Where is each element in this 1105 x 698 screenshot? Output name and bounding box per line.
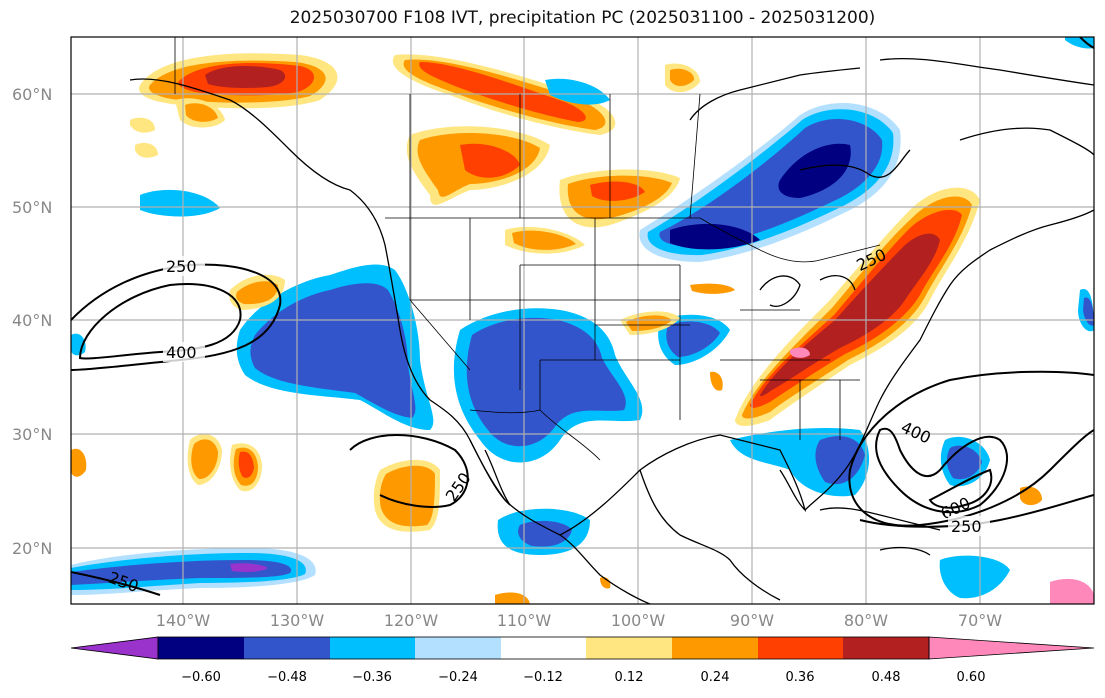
- precip-shading: [71, 37, 1094, 604]
- colorbar-tick-label: −0.24: [438, 670, 478, 685]
- lon-label: 100°W: [611, 611, 666, 630]
- lon-label: 120°W: [384, 611, 439, 630]
- colorbar-tick-label: −0.12: [523, 670, 563, 685]
- lat-label: 40°N: [12, 311, 52, 330]
- colorbar-ticks: −0.60 −0.48 −0.36 −0.24 −0.12 0.12 0.24 …: [181, 670, 985, 685]
- colorbar-tick-label: 0.36: [786, 670, 815, 685]
- colorbar-tick-label: 0.24: [701, 670, 730, 685]
- colorbar-extend-high: [928, 636, 1095, 660]
- colorbar-tick-label: 0.60: [957, 670, 986, 685]
- colorbar: [70, 636, 1095, 660]
- colorbar-tick-label: 0.48: [872, 670, 901, 685]
- contour-label: 400: [166, 343, 197, 362]
- colorbar-segment: [415, 637, 501, 659]
- longitude-labels: 140°W 130°W 120°W 110°W 100°W 90°W 80°W …: [156, 611, 1002, 630]
- colorbar-tick-label: −0.36: [352, 670, 392, 685]
- colorbar-tick-label: −0.60: [181, 670, 221, 685]
- lat-label: 30°N: [12, 425, 52, 444]
- colorbar-tick-label: −0.48: [267, 670, 307, 685]
- ivt-contours: [71, 37, 1094, 596]
- graticule: [71, 37, 1094, 604]
- map-title: 2025030700 F108 IVT, precipitation PC (2…: [289, 8, 876, 28]
- contour-label: 250: [951, 517, 982, 536]
- map-frame: [70, 36, 1095, 605]
- lon-label: 130°W: [270, 611, 325, 630]
- colorbar-segment: [586, 637, 672, 659]
- contour-label: 250: [166, 257, 197, 276]
- lon-label: 70°W: [958, 611, 1002, 630]
- map-panel: 250 400 250 400 600 250 250 250: [71, 37, 1094, 604]
- colorbar-extend-low: [70, 636, 159, 660]
- lon-label: 110°W: [497, 611, 552, 630]
- lon-label: 90°W: [730, 611, 774, 630]
- colorbar-frame: [157, 636, 930, 660]
- colorbar-tick-label: 0.12: [615, 670, 644, 685]
- coastlines: [129, 58, 1094, 604]
- colorbar-segment: [843, 637, 929, 659]
- lat-label: 20°N: [12, 539, 52, 558]
- latitude-labels: 60°N 50°N 40°N 30°N 20°N: [12, 85, 52, 558]
- colorbar-segment: [672, 637, 758, 659]
- contour-labels: 250 400 250 400 600 250 250 250: [106, 245, 990, 596]
- colorbar-segment: [244, 637, 330, 659]
- lat-label: 50°N: [12, 198, 52, 217]
- colorbar-segment: [158, 637, 244, 659]
- political-borders: [174, 37, 881, 461]
- lat-label: 60°N: [12, 85, 52, 104]
- colorbar-segment: [501, 637, 586, 659]
- lon-label: 80°W: [844, 611, 888, 630]
- colorbar-segment: [330, 637, 415, 659]
- lon-label: 140°W: [156, 611, 211, 630]
- colorbar-segment: [758, 637, 843, 659]
